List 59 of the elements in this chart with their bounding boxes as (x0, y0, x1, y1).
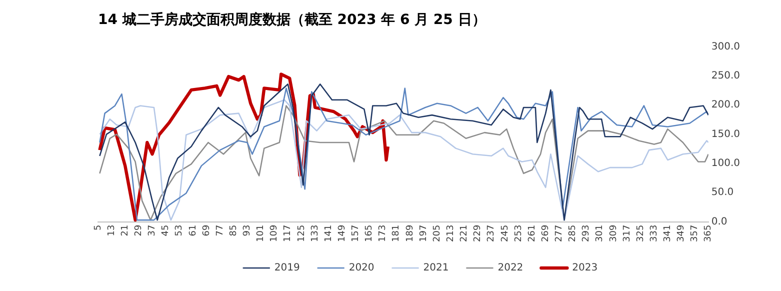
x-tick-label: 157 (351, 224, 362, 242)
y-tick-label: 0.0 (711, 216, 728, 228)
legend-label: 2020 (348, 262, 374, 274)
x-tick-label: 117 (283, 224, 294, 242)
x-tick-label: 101 (256, 224, 266, 242)
x-tick-label: 261 (527, 224, 538, 242)
x-tick-label: 13 (106, 224, 117, 236)
x-tick-label: 37 (148, 224, 158, 236)
x-tick-label: 77 (215, 224, 226, 236)
y-tick-label: 250.0 (711, 70, 740, 82)
x-tick-label: 269 (540, 224, 551, 242)
x-tick-label: 349 (676, 224, 687, 242)
x-tick-label: 173 (378, 224, 388, 242)
x-tick-label: 149 (337, 224, 348, 242)
x-tick-label: 5 (93, 224, 104, 231)
x-tick-label: 341 (663, 224, 674, 242)
x-tick-label: 61 (188, 224, 198, 236)
x-tick-label: 237 (486, 224, 497, 242)
x-tick-label: 45 (161, 224, 172, 236)
x-tick-label: 29 (134, 224, 144, 236)
x-tick-label: 109 (270, 224, 280, 242)
y-tick-label: 50.0 (711, 187, 734, 198)
x-tick-label: 317 (622, 224, 632, 242)
x-tick-label: 293 (582, 224, 592, 242)
y-tick-label: 200.0 (711, 100, 740, 111)
chart-title: 14 城二手房成交面积周度数据（截至 2023 年 6 月 25 日） (98, 11, 486, 28)
x-tick-label: 69 (202, 224, 212, 236)
x-tick-label: 221 (460, 224, 470, 242)
x-tick-label: 213 (446, 224, 456, 242)
y-tick-label: 100.0 (711, 158, 740, 170)
legend-label: 2022 (498, 262, 524, 274)
x-tick-label: 85 (228, 224, 239, 236)
x-tick-label: 205 (432, 224, 442, 242)
y-tick-label: 150.0 (711, 128, 740, 140)
x-tick-label: 325 (636, 224, 646, 242)
x-tick-label: 197 (418, 224, 429, 242)
x-tick-label: 309 (608, 224, 619, 242)
x-tick-label: 277 (554, 224, 565, 242)
x-tick-label: 333 (649, 224, 660, 242)
x-tick-label: 245 (500, 224, 510, 242)
legend-label: 2023 (572, 262, 598, 274)
x-tick-label: 21 (120, 224, 130, 236)
x-tick-label: 125 (296, 224, 307, 242)
x-tick-label: 189 (405, 224, 416, 242)
x-tick-label: 229 (473, 224, 484, 242)
x-tick-label: 285 (568, 224, 578, 242)
legend-label: 2021 (423, 262, 449, 274)
x-tick-label: 133 (310, 224, 320, 242)
x-tick-label: 365 (704, 224, 714, 242)
x-tick-label: 253 (514, 224, 524, 242)
x-tick-label: 93 (242, 224, 253, 236)
x-tick-label: 357 (690, 224, 700, 242)
x-tick-label: 165 (364, 224, 375, 242)
x-tick-label: 301 (595, 224, 606, 242)
x-tick-label: 181 (392, 224, 402, 242)
legend-label: 2019 (274, 262, 300, 274)
x-tick-label: 53 (174, 224, 185, 236)
y-tick-label: 300.0 (711, 41, 740, 52)
x-tick-label: 141 (324, 224, 334, 242)
